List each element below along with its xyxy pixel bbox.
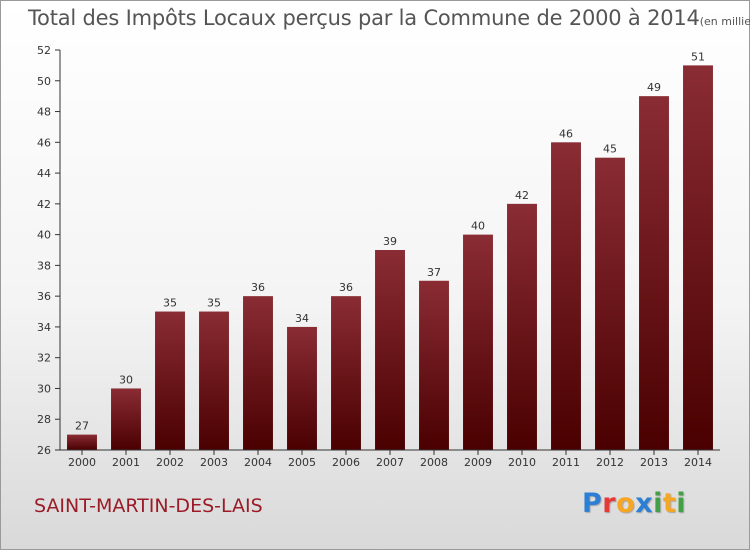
bar: [595, 157, 625, 450]
bar: [243, 296, 273, 450]
x-tick-label: 2007: [376, 456, 404, 469]
bar-value-label: 51: [691, 50, 705, 63]
chart-title-text: Total des Impôts Locaux perçus par la Co…: [28, 6, 700, 30]
chart-title: Total des Impôts Locaux perçus par la Co…: [28, 6, 750, 30]
proxiti-logo: Proxiti: [582, 488, 686, 519]
x-tick-label: 2008: [420, 456, 448, 469]
y-tick-label: 48: [37, 106, 51, 119]
bar: [67, 434, 97, 450]
x-tick-label: 2003: [200, 456, 228, 469]
bar: [199, 311, 229, 450]
y-tick-label: 38: [37, 259, 51, 272]
x-tick-label: 2012: [596, 456, 624, 469]
y-tick-label: 34: [37, 321, 51, 334]
bar-value-label: 27: [75, 420, 89, 433]
x-tick-label: 2006: [332, 456, 360, 469]
x-tick-label: 2001: [112, 456, 140, 469]
logo-letter: r: [602, 488, 617, 519]
bars: 27 30 35 35 36 34 36 39 37 40 42 46 45 49 51: [67, 50, 713, 451]
y-tick-label: 52: [37, 44, 51, 57]
x-tick-label: 2009: [464, 456, 492, 469]
bar-value-label: 39: [383, 235, 397, 248]
x-tick-label: 2004: [244, 456, 272, 469]
y-tick-label: 50: [37, 75, 51, 88]
bar: [683, 65, 713, 450]
y-axis: 26 28 30 32 34 36 38 40 42 44 46 48 50 52: [37, 44, 61, 457]
bar-value-label: 36: [251, 281, 265, 294]
bar: [155, 311, 185, 450]
y-tick-label: 40: [37, 229, 51, 242]
x-tick-label: 2013: [640, 456, 668, 469]
chart-title-unit: (en milliers d'€): [699, 15, 750, 28]
bar-value-label: 36: [339, 281, 353, 294]
bar: [551, 142, 581, 451]
bar: [331, 296, 361, 450]
logo-letter: P: [582, 488, 603, 519]
x-tick-label: 2014: [684, 456, 712, 469]
bar-value-label: 42: [515, 189, 529, 202]
logo-letter: x: [635, 488, 654, 519]
commune-name: SAINT-MARTIN-DES-LAIS: [34, 495, 263, 517]
bar-value-label: 35: [207, 297, 221, 310]
logo-letter: t: [662, 488, 677, 519]
bar: [375, 250, 405, 450]
bar-value-label: 35: [163, 297, 177, 310]
y-tick-label: 30: [37, 382, 51, 395]
bar: [639, 96, 669, 451]
x-tick-label: 2000: [68, 456, 96, 469]
y-tick-label: 32: [37, 352, 51, 365]
bar: [507, 203, 537, 450]
logo-letter: i: [676, 488, 687, 519]
y-tick-label: 42: [37, 198, 51, 211]
y-tick-label: 28: [37, 413, 51, 426]
bar-value-label: 45: [603, 143, 617, 156]
x-tick-label: 2005: [288, 456, 316, 469]
bar: [287, 326, 317, 450]
logo-letter: o: [616, 488, 636, 519]
x-tick-label: 2010: [508, 456, 536, 469]
y-tick-label: 46: [37, 136, 51, 149]
bar-value-label: 37: [427, 266, 441, 279]
logo-letter: i: [653, 488, 663, 519]
y-tick-label: 36: [37, 290, 51, 303]
x-tick-label: 2002: [156, 456, 184, 469]
bar: [111, 388, 141, 450]
bar-value-label: 40: [471, 220, 485, 233]
y-tick-label: 44: [37, 167, 51, 180]
bar-value-label: 34: [295, 312, 309, 325]
bar-value-label: 30: [119, 373, 133, 386]
x-axis: 2000 2001 2002 2003 2004 2005 2006 2007 2008 2009…: [60, 449, 720, 469]
bar: [419, 280, 449, 450]
bar-value-label: 46: [559, 127, 573, 140]
bar-value-label: 49: [647, 81, 661, 94]
y-tick-label: 26: [37, 444, 51, 457]
x-tick-label: 2011: [552, 456, 580, 469]
bar: [463, 234, 493, 450]
